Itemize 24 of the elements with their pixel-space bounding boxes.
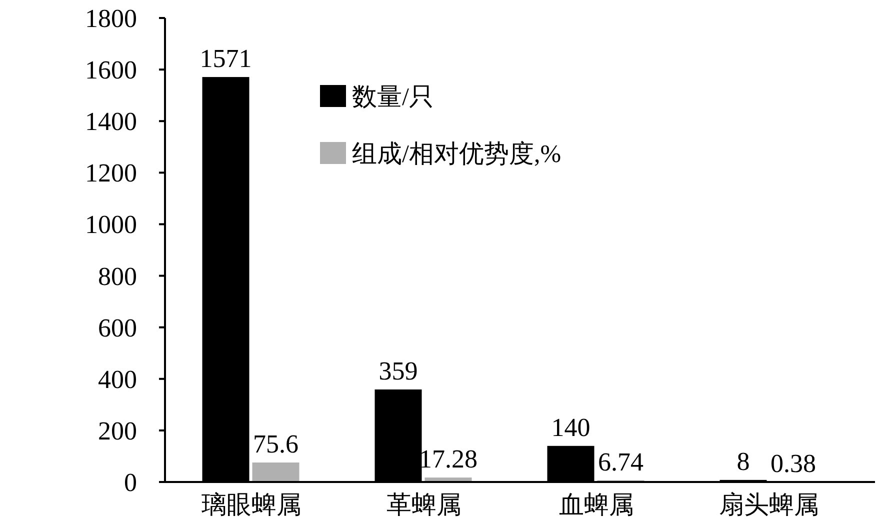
legend-label: 组成/相对优势度,%: [352, 140, 562, 168]
data-label: 0.38: [770, 448, 816, 478]
y-tick-label: 1600: [85, 56, 137, 85]
y-tick-label: 1800: [85, 4, 137, 33]
x-tick-label: 血蜱属: [558, 492, 634, 519]
data-label: 8: [736, 446, 750, 476]
data-label: 17.28: [419, 444, 478, 474]
data-label: 140: [551, 412, 590, 442]
y-tick-label: 1200: [85, 158, 137, 188]
x-tick-label: 璃眼蜱属: [201, 491, 302, 519]
y-tick-label: 400: [98, 364, 137, 394]
y-tick-label: 1000: [85, 210, 137, 240]
data-label: 1571: [200, 44, 252, 74]
data-label: 359: [378, 356, 418, 386]
y-tick-label: 800: [98, 262, 137, 291]
x-tick-label: 革蜱属: [386, 492, 462, 519]
y-tick-label: 0: [124, 468, 137, 497]
data-label: 6.74: [598, 447, 644, 476]
x-tick-label: 扇头蜱属: [718, 491, 819, 519]
legend-label: 数量/只: [352, 84, 434, 111]
y-tick-label: 1400: [85, 107, 137, 136]
y-tick-label: 600: [98, 313, 137, 342]
y-tick-label: 200: [98, 416, 137, 446]
data-label: 75.6: [253, 430, 298, 459]
